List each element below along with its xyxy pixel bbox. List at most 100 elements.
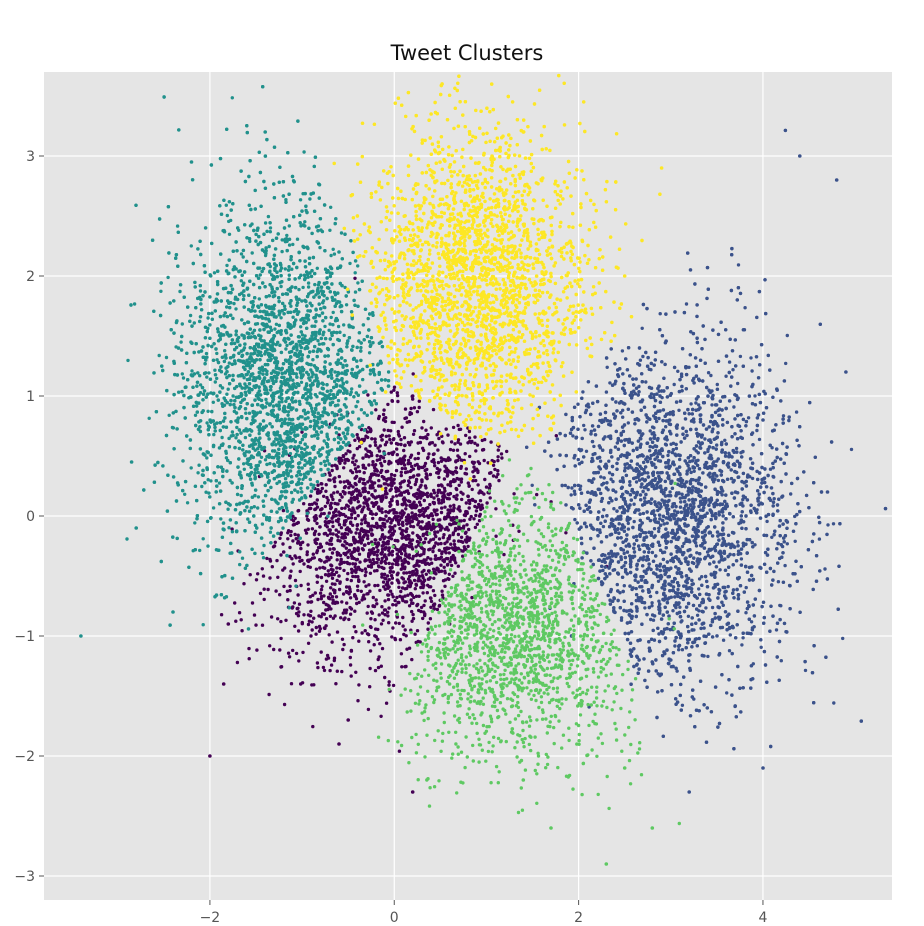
data-point — [665, 395, 670, 399]
data-point — [452, 547, 456, 552]
data-point — [337, 474, 341, 479]
data-point — [410, 657, 414, 662]
data-point — [599, 475, 603, 479]
data-point — [427, 442, 432, 446]
data-point — [311, 552, 315, 556]
data-point — [423, 537, 428, 541]
data-point — [316, 488, 320, 492]
data-point — [765, 519, 769, 524]
data-point — [744, 585, 748, 590]
data-point — [337, 456, 341, 460]
data-point — [564, 531, 568, 535]
data-point — [410, 464, 414, 469]
data-point — [614, 429, 618, 434]
data-point — [334, 570, 339, 574]
data-point — [373, 634, 377, 638]
data-point — [286, 651, 291, 655]
data-point — [366, 536, 370, 541]
data-point — [407, 646, 412, 650]
data-point — [425, 506, 430, 510]
data-point — [382, 408, 386, 412]
data-point — [299, 682, 303, 686]
data-point — [458, 442, 463, 446]
data-point — [386, 428, 390, 433]
data-point — [466, 494, 470, 499]
data-point — [364, 498, 368, 502]
data-point — [764, 514, 768, 518]
data-point — [313, 538, 317, 542]
data-point — [636, 580, 640, 584]
data-point — [433, 464, 437, 468]
data-point — [353, 467, 358, 471]
data-point — [403, 416, 407, 421]
data-point — [659, 575, 664, 579]
data-point — [738, 354, 743, 359]
data-point — [776, 509, 780, 513]
data-point — [437, 523, 441, 527]
data-point — [409, 440, 413, 444]
data-point — [370, 493, 374, 497]
data-point — [653, 513, 657, 517]
data-point — [752, 625, 756, 629]
data-point — [375, 560, 379, 565]
data-point — [323, 573, 328, 577]
data-point — [823, 567, 827, 571]
data-point — [342, 485, 347, 490]
data-point — [370, 528, 374, 532]
data-point — [367, 455, 371, 459]
data-point — [385, 469, 390, 473]
data-point — [605, 556, 609, 560]
data-point — [456, 440, 460, 444]
data-point — [366, 604, 370, 609]
data-point — [739, 557, 744, 561]
data-point — [390, 576, 395, 580]
data-point — [709, 517, 713, 522]
data-point — [374, 467, 378, 472]
data-point — [636, 418, 641, 422]
data-point — [396, 600, 400, 605]
data-point — [333, 582, 337, 586]
data-point — [390, 549, 395, 554]
data-point — [367, 548, 372, 552]
data-point — [359, 589, 363, 593]
data-point — [418, 440, 423, 445]
data-point — [330, 640, 334, 644]
data-point — [692, 469, 696, 473]
data-point — [439, 459, 444, 463]
data-point — [408, 504, 412, 508]
data-point — [345, 601, 349, 605]
data-point — [695, 613, 700, 617]
data-point — [395, 573, 399, 577]
data-point — [328, 614, 333, 618]
data-point — [325, 653, 330, 658]
data-point — [371, 516, 375, 521]
data-point — [831, 522, 836, 526]
data-point — [457, 508, 462, 512]
data-point — [390, 592, 394, 596]
data-point — [408, 469, 413, 474]
data-point — [411, 525, 416, 529]
data-point — [371, 463, 375, 467]
data-point — [427, 585, 431, 589]
data-point — [370, 533, 375, 537]
data-point — [335, 630, 340, 634]
data-point — [435, 471, 439, 475]
data-point — [446, 483, 450, 487]
data-point — [407, 570, 412, 575]
data-point — [368, 571, 373, 575]
data-point — [796, 502, 800, 506]
data-point — [330, 551, 335, 555]
data-point — [414, 545, 418, 549]
data-point — [305, 550, 309, 554]
data-point — [354, 630, 358, 634]
data-point — [637, 390, 641, 394]
data-point — [711, 446, 715, 450]
data-point — [431, 407, 436, 412]
data-point — [387, 434, 391, 438]
data-point — [389, 483, 394, 488]
data-point — [448, 560, 452, 564]
data-point — [389, 537, 394, 541]
data-point — [410, 619, 414, 623]
data-point — [254, 623, 258, 627]
data-point — [380, 468, 384, 473]
